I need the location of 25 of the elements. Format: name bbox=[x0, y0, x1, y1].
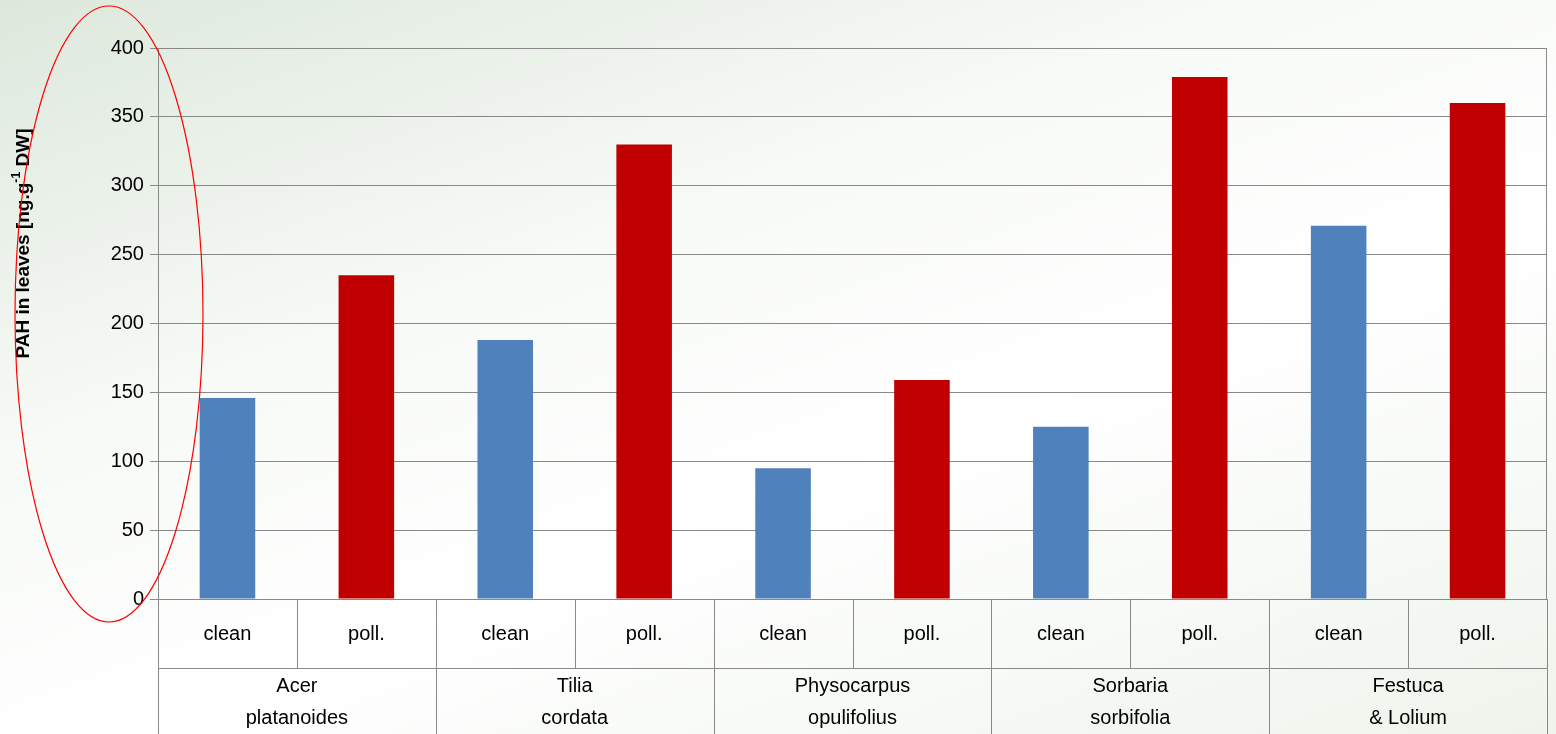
x-tick-label: Festuca & Lolium bbox=[1369, 673, 1448, 728]
text: clean bbox=[759, 621, 807, 644]
y-tick-label: 300 bbox=[110, 173, 144, 196]
y-tick-label: 150 bbox=[110, 379, 144, 402]
y-tick-label: 250 bbox=[110, 242, 144, 265]
y-tick-label: 200 bbox=[110, 311, 144, 334]
series-label: poll. bbox=[348, 621, 385, 644]
y-tick-label: 50 bbox=[121, 517, 144, 540]
text: clean bbox=[1036, 621, 1085, 644]
x-tick-label: Physocarpus opulifolius bbox=[794, 673, 911, 728]
x-tick-label: Tilia cordata bbox=[541, 673, 609, 728]
x-tick-label: Sorbaria sorbifolia bbox=[1090, 673, 1172, 728]
series-label: clean bbox=[203, 621, 252, 644]
text: poll. bbox=[903, 621, 941, 644]
y-tick-label: 100 bbox=[110, 448, 144, 471]
text: clean bbox=[1314, 621, 1363, 644]
text: poll. bbox=[625, 621, 663, 644]
y-tick-label: 350 bbox=[110, 104, 144, 127]
text: poll. bbox=[1459, 621, 1496, 644]
y-tick-label: 400 bbox=[110, 35, 144, 58]
text: poll. bbox=[1181, 621, 1219, 644]
text: clean bbox=[481, 621, 530, 644]
x-tick-label: Acer platanoides bbox=[245, 673, 349, 728]
y-tick-label: 0 bbox=[132, 586, 144, 609]
y-axis-title: PAH in leaves [ng.g-1 DW] bbox=[8, 128, 34, 359]
